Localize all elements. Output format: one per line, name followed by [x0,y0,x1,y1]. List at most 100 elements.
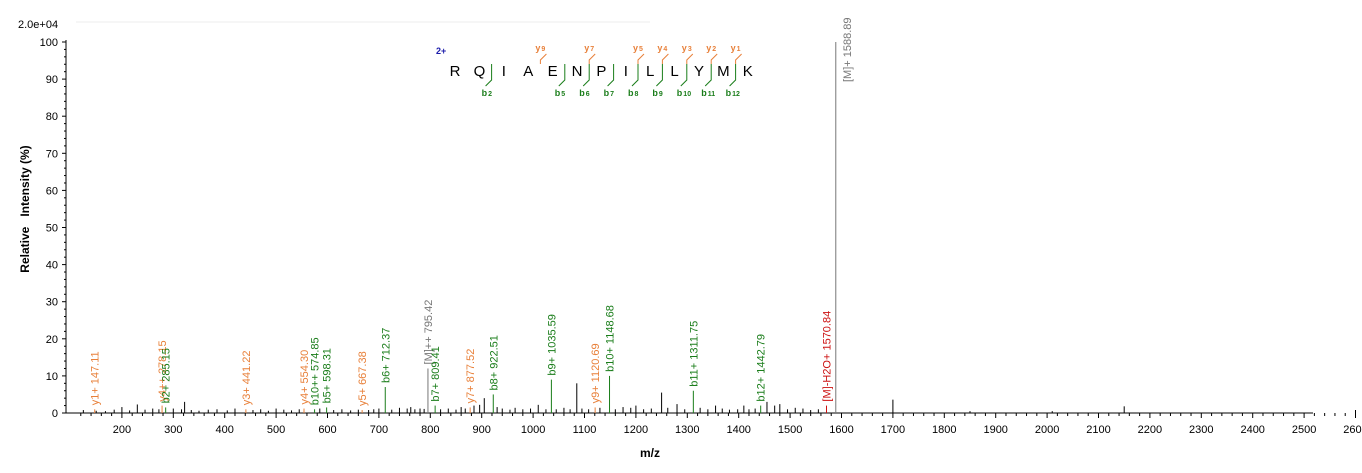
b-ion-sub: 12 [732,91,740,98]
y-ion-sub: 1 [737,46,741,53]
peak-label: b10++ 574.85 [310,337,322,405]
b-ion-mark [558,64,566,87]
peak-label: [M]++ 795.42 [423,300,435,365]
x-tick-label: 2100 [1086,424,1110,436]
y-ion-label: y4 [657,43,667,53]
b-ion-mark [607,64,615,87]
b-ion-sub: 11 [708,91,716,98]
x-tick-label: 1300 [675,424,699,436]
peak-label: b7+ 809.41 [430,346,442,401]
b-ion-sub: 6 [586,91,590,98]
peak-label: y9+ 1120.69 [590,343,602,403]
residue: Q [474,63,486,80]
b-ion-sub: 9 [659,91,663,98]
x-tick-label: 1900 [983,424,1007,436]
charge-state-label: 2+ [436,46,446,56]
peak-label: y4+ 554.30 [299,350,311,405]
b-ion-label: b10 [677,88,691,98]
b-ion-sub: 7 [610,91,614,98]
residue: E [548,63,558,80]
x-tick-label: 1800 [932,424,956,436]
y-tick-label: 90 [46,74,58,86]
peak-label: [M]-H2O+ 1570.84 [822,311,834,402]
b-ion-label: b12 [726,88,740,98]
y-ion-sub: 9 [541,46,545,53]
intensity-scale-label: 2.0e+04 [18,19,58,31]
peak-label: y1+ 147.11 [90,351,102,405]
b-ion-mark [704,64,712,87]
y-ion-mark [539,53,547,64]
peak-label: b9+ 1035.59 [546,314,558,375]
peak-label: y3+ 441.22 [241,351,253,406]
y-ion-mark [735,53,742,64]
y-ion-sub: 4 [663,46,667,53]
y-tick-label: 50 [46,223,58,235]
x-tick-label: 600 [318,424,336,436]
x-tick-label: 2600 [1343,424,1362,436]
y-ion-sub: 3 [688,46,692,53]
y-ion-label: y5 [633,43,643,53]
y-ion-label: y3 [682,43,692,53]
b-ion-sub: 10 [683,91,691,98]
y-ion-mark [588,53,596,64]
b-ion-label: b8 [628,88,639,98]
x-tick-label: 200 [113,424,131,436]
x-tick-label: 1000 [521,424,545,436]
b-ion-sub: 5 [561,91,565,98]
residue: R [450,63,461,80]
peak-label: b2+ 285.15 [161,348,173,403]
residue: Y [694,63,704,80]
peak-label: y7+ 877.52 [465,349,477,404]
y-ion-mark [637,53,645,64]
y-tick-label: 100 [40,37,58,49]
b-ion-sub: 2 [488,91,492,98]
b-ion-label: b11 [701,88,715,98]
y-tick-label: 40 [46,260,58,272]
y-ion-label: y7 [584,43,594,53]
b-ion-mark [582,64,590,87]
x-tick-label: 1400 [726,424,750,436]
precursor-peak-label: [M]+ 1588.89 [842,17,854,82]
y-ion-label: y2 [706,43,716,53]
y-tick-label: 80 [46,111,58,123]
x-tick-label: 2400 [1240,424,1264,436]
y-tick-label: 0 [52,408,58,420]
y-ion-label: y1 [731,43,741,53]
y-axis-label: Relative Intensity (%) [18,145,32,272]
peak-label: b12+ 1442.79 [756,334,768,402]
residue: K [743,63,753,80]
x-tick-label: 1700 [881,424,905,436]
peak-label: b10+ 1148.68 [605,305,617,372]
residue: A [523,63,533,80]
y-tick-label: 70 [46,148,58,160]
y-ion-sub: 5 [639,46,643,53]
x-tick-label: 2000 [1035,424,1059,436]
b-ion-label: b9 [652,88,663,98]
residue: I [502,63,506,80]
peak-label: b5+ 598.31 [322,348,334,403]
x-tick-label: 1500 [778,424,802,436]
x-tick-label: 800 [421,424,439,436]
peak-label: y4++ 278.15 [157,340,169,401]
residue: N [572,63,583,80]
b-ion-mark [485,64,493,87]
y-tick-label: 10 [46,371,58,383]
y-ion-sub: 2 [712,46,716,53]
residue: P [596,63,606,80]
minor-peaks [82,383,1356,413]
x-tick-label: 1600 [829,424,853,436]
x-tick-label: 400 [216,424,234,436]
y-ion-mark [710,53,718,64]
peak-label: b6+ 712.37 [380,328,392,383]
x-tick-label: 500 [267,424,285,436]
b-ion-sub: 8 [635,91,639,98]
residue: I [624,63,628,80]
y-ion-sub: 7 [590,46,594,53]
residue: L [670,63,678,80]
peak-label: b8+ 922.51 [488,335,500,390]
y-ion-mark [686,53,694,64]
b-ion-label: b5 [555,88,566,98]
